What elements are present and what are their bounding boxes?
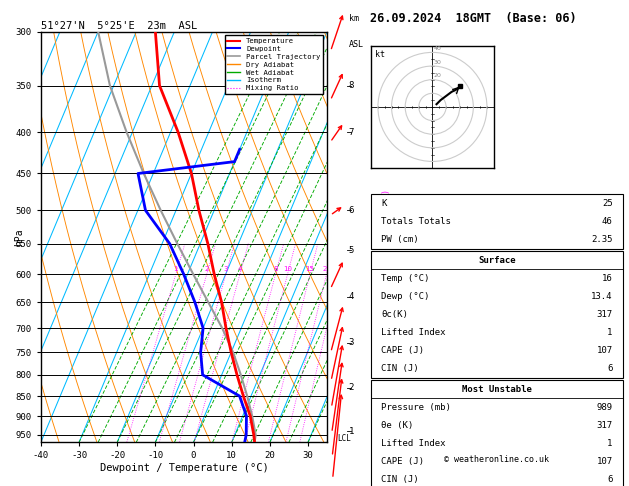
Text: 107: 107 — [596, 457, 613, 466]
Text: 1: 1 — [607, 439, 613, 448]
Text: 2: 2 — [204, 266, 209, 272]
Text: CIN (J): CIN (J) — [381, 364, 419, 373]
Text: Dewp (°C): Dewp (°C) — [381, 292, 430, 301]
Text: 107: 107 — [596, 346, 613, 355]
Text: 317: 317 — [596, 310, 613, 319]
Text: kt: kt — [375, 50, 385, 59]
Text: 1: 1 — [349, 427, 354, 436]
Text: 317: 317 — [596, 421, 613, 430]
Text: Most Unstable: Most Unstable — [462, 385, 532, 394]
Text: © weatheronline.co.uk: © weatheronline.co.uk — [445, 455, 549, 464]
Text: 2.35: 2.35 — [591, 235, 613, 244]
Text: θe (K): θe (K) — [381, 421, 413, 430]
Text: Totals Totals: Totals Totals — [381, 217, 451, 226]
Text: CIN (J): CIN (J) — [381, 475, 419, 485]
Text: 5: 5 — [349, 245, 354, 255]
Text: θc(K): θc(K) — [381, 310, 408, 319]
Text: 15: 15 — [306, 266, 314, 272]
Text: 8: 8 — [349, 81, 354, 90]
Text: 51°27'N  5°25'E  23m  ASL: 51°27'N 5°25'E 23m ASL — [41, 21, 197, 31]
Text: Lifted Index: Lifted Index — [381, 439, 446, 448]
Text: 8: 8 — [273, 266, 278, 272]
Text: 4: 4 — [349, 292, 354, 301]
Bar — [371, 251, 623, 378]
Text: 6: 6 — [607, 364, 613, 373]
Text: 1: 1 — [607, 328, 613, 337]
Text: CAPE (J): CAPE (J) — [381, 346, 424, 355]
Text: 13.4: 13.4 — [591, 292, 613, 301]
Text: 6: 6 — [607, 475, 613, 485]
Text: Mixing Ratio (g/kg): Mixing Ratio (g/kg) — [382, 190, 391, 284]
Text: 30: 30 — [434, 60, 442, 65]
Text: 26.09.2024  18GMT  (Base: 06): 26.09.2024 18GMT (Base: 06) — [370, 12, 576, 25]
Text: 4: 4 — [238, 266, 242, 272]
Text: 2: 2 — [349, 383, 354, 392]
Text: 20: 20 — [434, 73, 442, 78]
Text: 7: 7 — [349, 128, 354, 137]
Text: LCL: LCL — [337, 434, 351, 443]
Text: K: K — [381, 199, 387, 208]
Text: 25: 25 — [602, 199, 613, 208]
Text: 1: 1 — [174, 266, 178, 272]
Text: 989: 989 — [596, 403, 613, 412]
Bar — [371, 194, 623, 249]
Text: 3: 3 — [224, 266, 228, 272]
Text: CAPE (J): CAPE (J) — [381, 457, 424, 466]
Text: Pressure (mb): Pressure (mb) — [381, 403, 451, 412]
Text: 16: 16 — [602, 274, 613, 283]
Text: 10: 10 — [283, 266, 292, 272]
Legend: Temperature, Dewpoint, Parcel Trajectory, Dry Adiabat, Wet Adiabat, Isotherm, Mi: Temperature, Dewpoint, Parcel Trajectory… — [225, 35, 323, 94]
Text: 40: 40 — [434, 46, 442, 51]
Bar — [371, 380, 623, 486]
Text: 6: 6 — [349, 206, 354, 215]
Text: Surface: Surface — [478, 256, 516, 265]
Text: 3: 3 — [349, 338, 354, 347]
Text: PW (cm): PW (cm) — [381, 235, 419, 244]
Text: ASL: ASL — [349, 40, 364, 49]
Text: 20: 20 — [322, 266, 331, 272]
Text: km: km — [349, 15, 359, 23]
Text: 46: 46 — [602, 217, 613, 226]
Text: Lifted Index: Lifted Index — [381, 328, 446, 337]
Text: Temp (°C): Temp (°C) — [381, 274, 430, 283]
Text: hPa: hPa — [14, 228, 25, 246]
X-axis label: Dewpoint / Temperature (°C): Dewpoint / Temperature (°C) — [99, 463, 269, 473]
